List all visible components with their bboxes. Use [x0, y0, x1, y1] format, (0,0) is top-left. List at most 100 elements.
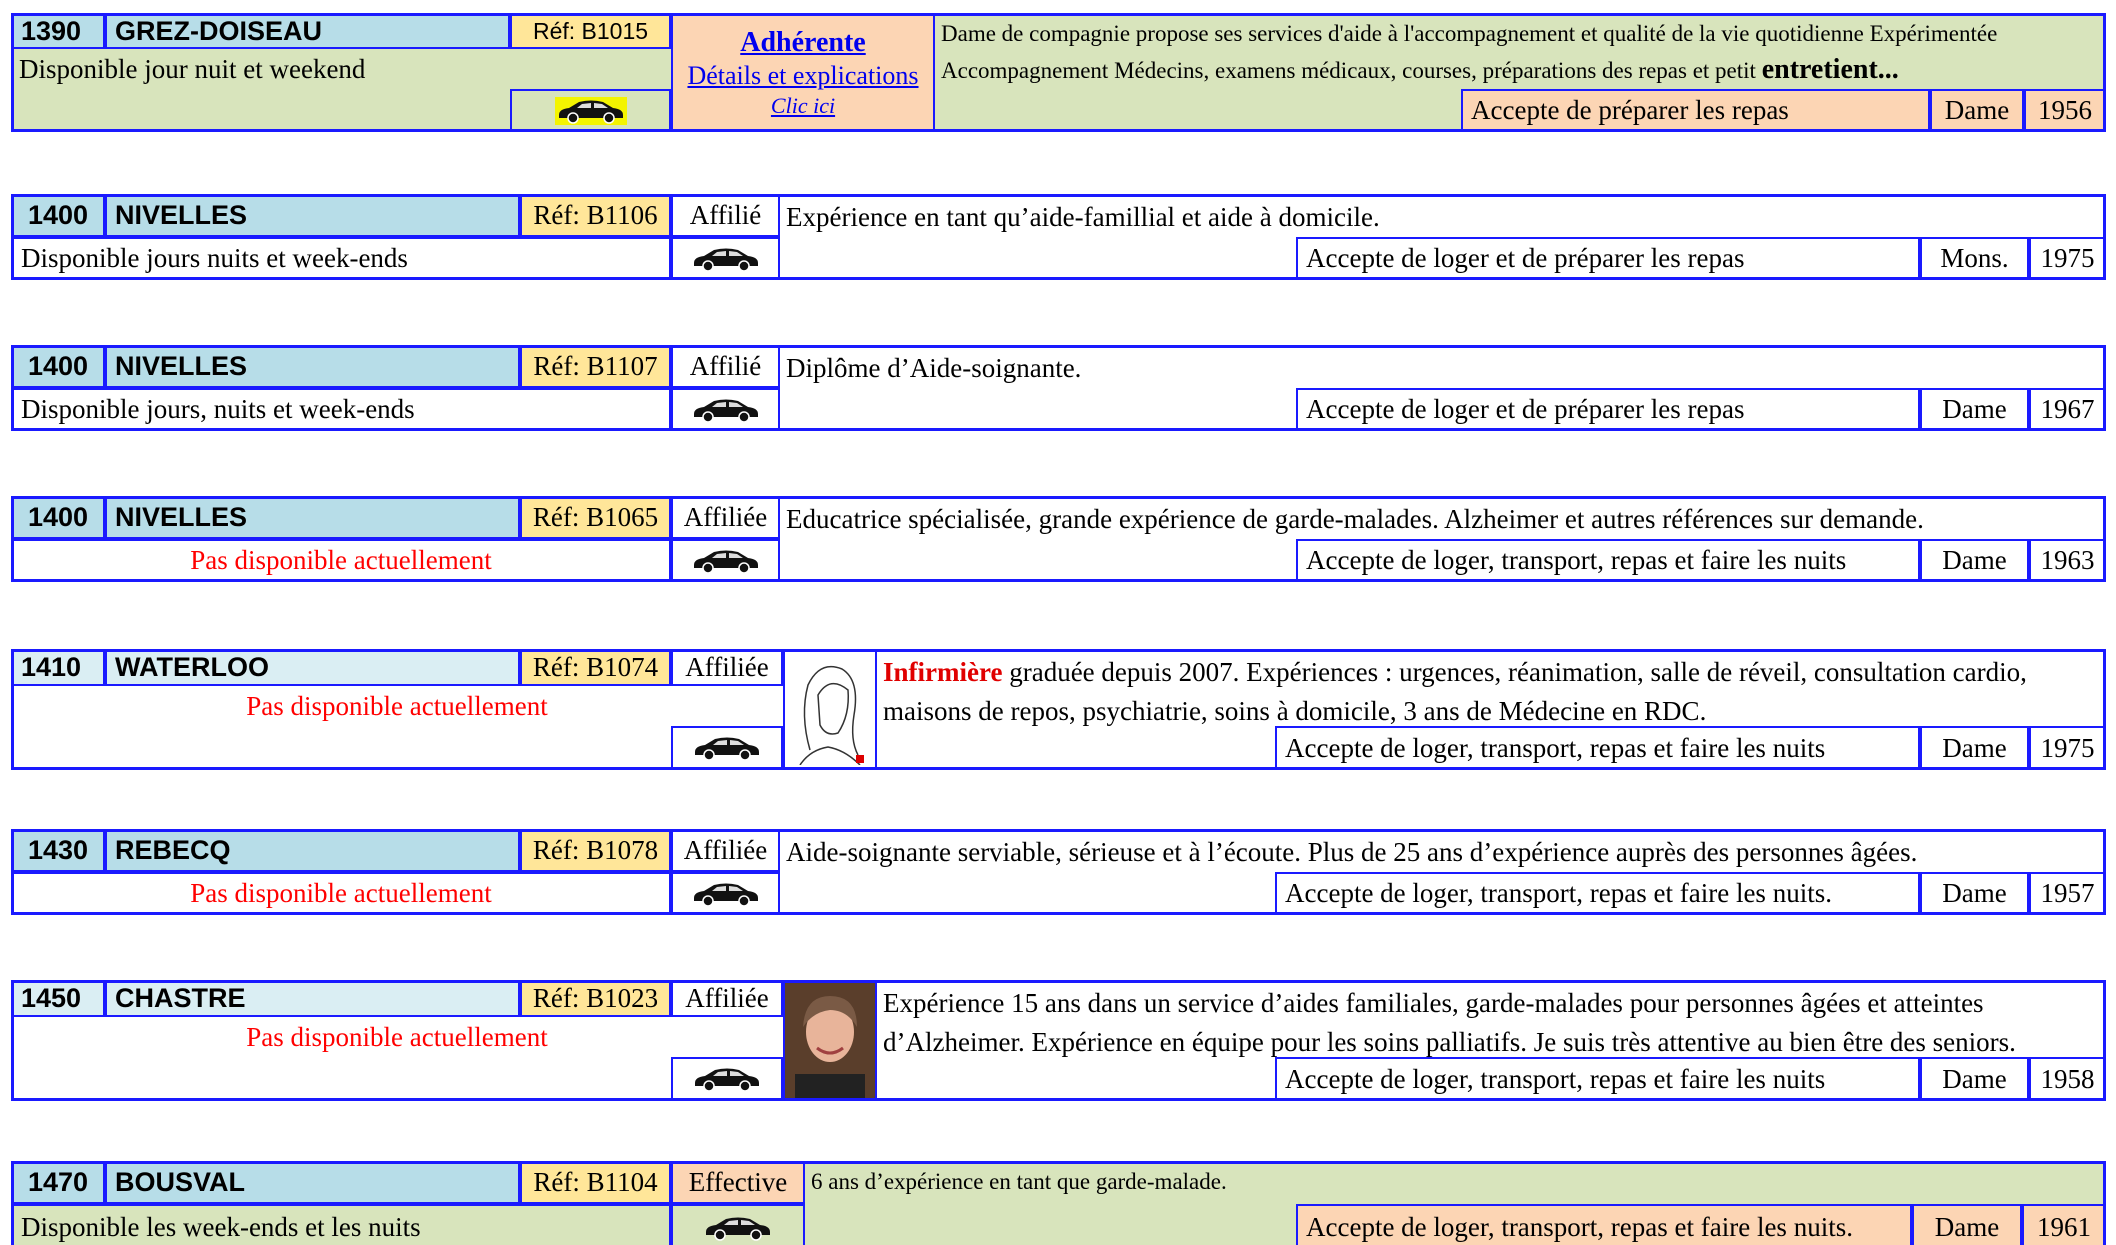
- description: Expérience 15 ans dans un service d’aide…: [877, 980, 2106, 1057]
- car-cell: [671, 237, 780, 280]
- listing-card: 1390 GREZ-DOISEAU Réf: B1015 Disponible jou…: [0, 13, 2116, 132]
- gender: Dame: [1920, 726, 2029, 770]
- postcode: 1400: [11, 496, 105, 539]
- ref: Réf: B1074: [520, 649, 671, 686]
- ref: Réf: B1023: [520, 980, 671, 1017]
- year: 1957: [2029, 872, 2106, 915]
- description-text: Dame de compagnie propose ses services d…: [941, 21, 1998, 84]
- ref: Réf: B1078: [520, 829, 671, 872]
- availability: Disponible jour nuit et weekend: [19, 53, 366, 84]
- status: Affiliée: [671, 980, 783, 1017]
- city: NIVELLES: [105, 194, 520, 237]
- membership-panel: Adhérente Détails et explications Clic ici: [671, 13, 935, 132]
- status: Affiliée: [671, 496, 780, 539]
- car-cell: [510, 89, 671, 132]
- availability: Pas disponible actuellement: [11, 539, 671, 582]
- car-cell: [671, 388, 780, 431]
- car-icon: [693, 399, 758, 423]
- car-cell: [671, 872, 780, 915]
- postcode: 1400: [11, 194, 105, 237]
- year: 1961: [2022, 1204, 2106, 1245]
- description-text: Expérience en tant qu’aide-famillial et …: [786, 202, 1380, 232]
- description-lead: Infirmière: [883, 657, 1003, 687]
- accepts: Accepte de préparer les repas: [1461, 89, 1930, 132]
- year: 1958: [2029, 1057, 2106, 1101]
- availability: Disponible jours nuits et week-ends: [11, 237, 671, 280]
- car-icon: [693, 883, 758, 907]
- description: Educatrice spécialisée, grande expérienc…: [780, 496, 2106, 582]
- listing-card: 1400 NIVELLES Réf: B1107 Affilié Disponible …: [0, 345, 2116, 431]
- details-link[interactable]: Détails et explications: [687, 60, 919, 90]
- description-text: 6 ans d’expérience en tant que garde-mal…: [811, 1169, 1227, 1194]
- car-cell: [671, 726, 783, 770]
- city: REBECQ: [105, 829, 520, 872]
- gender: Mons.: [1920, 237, 2029, 280]
- listing-card: 1400 NIVELLES Réf: B1065 Affiliée Pas dispon…: [0, 496, 2116, 582]
- car-cell: [671, 1057, 783, 1101]
- accepts: Accepte de loger, transport, repas et fa…: [1296, 539, 1920, 582]
- gender: Dame: [1930, 89, 2024, 132]
- status: Affilié: [671, 194, 780, 237]
- postcode: 1400: [11, 345, 105, 388]
- description-bold: entretient...: [1761, 54, 1899, 86]
- accepts: Accepte de loger, transport, repas et fa…: [1275, 872, 1920, 915]
- ref: Réf: B1106: [520, 194, 671, 237]
- gender: Dame: [1920, 539, 2029, 582]
- description-text: Diplôme d’Aide-soignante.: [786, 353, 1082, 383]
- photo: [783, 980, 877, 1101]
- car-icon: [695, 737, 759, 761]
- car-icon: [693, 248, 758, 272]
- year: 1963: [2029, 539, 2106, 582]
- availability: Disponible les week-ends et les nuits: [11, 1204, 671, 1245]
- ref: Réf: B1015: [510, 13, 671, 49]
- gender: Dame: [1920, 872, 2029, 915]
- gender: Dame: [1920, 1057, 2029, 1101]
- portrait-photo: [785, 982, 875, 1099]
- ref: Réf: B1104: [520, 1161, 671, 1204]
- postcode: 1390: [11, 13, 105, 49]
- city: CHASTRE: [105, 980, 520, 1017]
- availability: Pas disponible actuellement: [11, 872, 671, 915]
- status: Affiliée: [671, 649, 783, 686]
- accepts: Accepte de loger, transport, repas et fa…: [1275, 1057, 1920, 1101]
- description: Aide-soignante serviable, sérieuse et à …: [780, 829, 2106, 915]
- status: Effective: [671, 1161, 805, 1204]
- gender: Dame: [1912, 1204, 2022, 1245]
- year: 1956: [2024, 89, 2106, 132]
- listing-card: 1410 WATERLOO Réf: B1074 Affiliée Pas dispon…: [0, 649, 2116, 770]
- postcode: 1430: [11, 829, 105, 872]
- year: 1975: [2029, 726, 2106, 770]
- car-icon: [693, 550, 758, 574]
- membership[interactable]: Adhérente: [740, 26, 866, 58]
- city: NIVELLES: [105, 496, 520, 539]
- car-icon: [695, 1068, 759, 1092]
- ref: Réf: B1065: [520, 496, 671, 539]
- accepts: Accepte de loger, transport, repas et fa…: [1275, 726, 1920, 770]
- city: NIVELLES: [105, 345, 520, 388]
- listing-card: 1470 BOUSVAL Réf: B1104 Effective Disponible…: [0, 1161, 2116, 1245]
- postcode: 1450: [11, 980, 105, 1017]
- accepts: Accepte de loger, transport, repas et fa…: [1296, 1204, 1912, 1245]
- city: GREZ-DOISEAU: [105, 13, 510, 49]
- click-link[interactable]: Clic ici: [770, 92, 836, 118]
- accepts: Accepte de loger et de préparer les repa…: [1296, 237, 1920, 280]
- postcode: 1470: [11, 1161, 105, 1204]
- car-icon: [706, 1217, 770, 1241]
- ref: Réf: B1107: [520, 345, 671, 388]
- description-text: Expérience 15 ans dans un service d’aide…: [883, 988, 2016, 1057]
- car-icon: [554, 96, 627, 125]
- description-text: Educatrice spécialisée, grande expérienc…: [786, 504, 1924, 534]
- description: Infirmière graduée depuis 2007. Expérien…: [877, 649, 2106, 726]
- status: Affilié: [671, 345, 780, 388]
- description: Diplôme d’Aide-soignante.: [780, 345, 2106, 431]
- car-cell: [671, 539, 780, 582]
- availability: Disponible jours, nuits et week-ends: [11, 388, 671, 431]
- description: Expérience en tant qu’aide-famillial et …: [780, 194, 2106, 280]
- listing-card: 1430 REBECQ Réf: B1078 Affiliée Pas disponib…: [0, 829, 2116, 915]
- accepts: Accepte de loger et de préparer les repa…: [1296, 388, 1920, 431]
- availability: Pas disponible actuellement: [246, 690, 548, 721]
- availability: Pas disponible actuellement: [246, 1021, 548, 1052]
- gender: Dame: [1920, 388, 2029, 431]
- listing-card: 1400 NIVELLES Réf: B1106 Affilié Disponible …: [0, 194, 2116, 280]
